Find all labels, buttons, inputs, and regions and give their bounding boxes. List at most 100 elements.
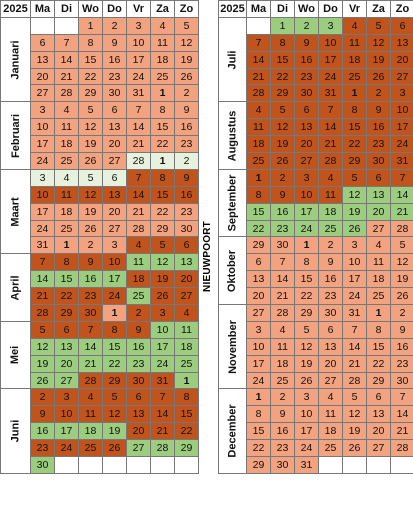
day-cell: 14 (151, 406, 175, 424)
day-cell: 8 (367, 321, 391, 339)
day-cell: 8 (79, 34, 103, 52)
day-cell: 7 (55, 34, 79, 52)
day-cell: 4 (319, 169, 343, 187)
day-cell: 9 (31, 406, 55, 424)
day-cell: 18 (367, 271, 391, 289)
day-cell: 3 (295, 169, 319, 187)
day-cell: 5 (343, 389, 367, 407)
day-cell: 23 (319, 288, 343, 306)
day-cell: 15 (271, 51, 295, 69)
day-cell: 10 (295, 186, 319, 204)
day-cell: 25 (319, 440, 343, 458)
day-cell: 31 (31, 237, 55, 255)
month-name: Maart (9, 196, 22, 227)
day-cell: 5 (31, 321, 55, 339)
month-name: Juli (226, 50, 239, 70)
day-cell: 5 (151, 237, 175, 255)
day-cell: 4 (247, 102, 271, 120)
day-cell: 14 (391, 406, 413, 424)
day-cell: 25 (367, 288, 391, 306)
year-header: 2025 (219, 1, 247, 18)
day-cell: 8 (271, 34, 295, 52)
day-cell: 28 (247, 85, 271, 103)
month-label: September (219, 169, 247, 238)
empty-cell (127, 457, 151, 474)
day-cell: 5 (391, 237, 413, 255)
day-cell: 30 (103, 85, 127, 103)
day-cell: 25 (151, 68, 175, 86)
day-cell: 17 (127, 51, 151, 69)
day-cell: 31 (319, 85, 343, 103)
empty-cell (247, 17, 271, 35)
day-cell: 29 (79, 85, 103, 103)
day-cell: 7 (127, 169, 151, 187)
day-cell: 8 (151, 102, 175, 120)
day-cell: 6 (55, 321, 79, 339)
day-cell: 26 (103, 440, 127, 458)
day-cell: 1 (175, 372, 199, 390)
day-cell: 11 (343, 34, 367, 52)
day-cell: 27 (55, 372, 79, 390)
day-cell: 16 (271, 423, 295, 441)
day-cell: 21 (343, 355, 367, 373)
day-cell: 20 (55, 355, 79, 373)
day-cell: 3 (319, 17, 343, 35)
month-name: Augustus (226, 110, 239, 161)
day-cell: 19 (175, 51, 199, 69)
day-cell: 19 (103, 423, 127, 441)
day-cell: 14 (343, 338, 367, 356)
day-cell: 15 (79, 51, 103, 69)
day-cell: 6 (367, 389, 391, 407)
day-cell: 21 (127, 136, 151, 154)
day-cell: 27 (367, 440, 391, 458)
day-cell: 20 (175, 271, 199, 289)
day-cell: 2 (175, 153, 199, 170)
year-header: 2025 (1, 1, 31, 18)
day-cell: 8 (247, 406, 271, 424)
day-cell: 17 (343, 271, 367, 289)
day-cell: 2 (127, 305, 151, 322)
day-cell: 11 (55, 186, 79, 204)
weekday-header: Ma (247, 1, 271, 18)
day-cell: 4 (55, 102, 79, 120)
day-cell: 24 (31, 220, 55, 238)
day-cell: 30 (319, 305, 343, 322)
month-name: September (226, 174, 239, 232)
day-cell: 28 (127, 220, 151, 238)
day-cell: 22 (55, 288, 79, 306)
day-cell: 3 (151, 305, 175, 322)
day-cell: 8 (343, 102, 367, 120)
day-cell: 17 (151, 338, 175, 356)
weekday-header: Di (55, 1, 79, 18)
day-cell: 13 (31, 51, 55, 69)
empty-cell (151, 457, 175, 474)
day-cell: 28 (127, 153, 151, 170)
day-cell: 29 (103, 372, 127, 390)
day-cell: 29 (367, 372, 391, 390)
month-label: Juli (219, 17, 247, 103)
day-cell: 20 (127, 423, 151, 441)
day-cell: 10 (319, 34, 343, 52)
day-cell: 27 (391, 68, 413, 86)
day-cell: 23 (79, 288, 103, 306)
day-cell: 3 (391, 85, 413, 103)
day-cell: 20 (31, 68, 55, 86)
day-cell: 27 (175, 288, 199, 306)
day-cell: 2 (31, 389, 55, 407)
day-cell: 23 (271, 220, 295, 238)
day-cell: 25 (271, 372, 295, 390)
day-cell: 7 (31, 254, 55, 272)
weekday-header: Do (103, 1, 127, 18)
month-label: Maart (1, 169, 31, 255)
day-cell: 23 (127, 355, 151, 373)
day-cell: 13 (247, 271, 271, 289)
day-cell: 12 (175, 34, 199, 52)
day-cell: 27 (103, 153, 127, 170)
day-cell: 9 (103, 34, 127, 52)
day-cell: 10 (343, 254, 367, 272)
day-cell: 29 (55, 305, 79, 322)
day-cell: 28 (391, 440, 413, 458)
month-label: Januari (1, 17, 31, 103)
day-cell: 26 (79, 220, 103, 238)
day-cell: 10 (31, 119, 55, 137)
